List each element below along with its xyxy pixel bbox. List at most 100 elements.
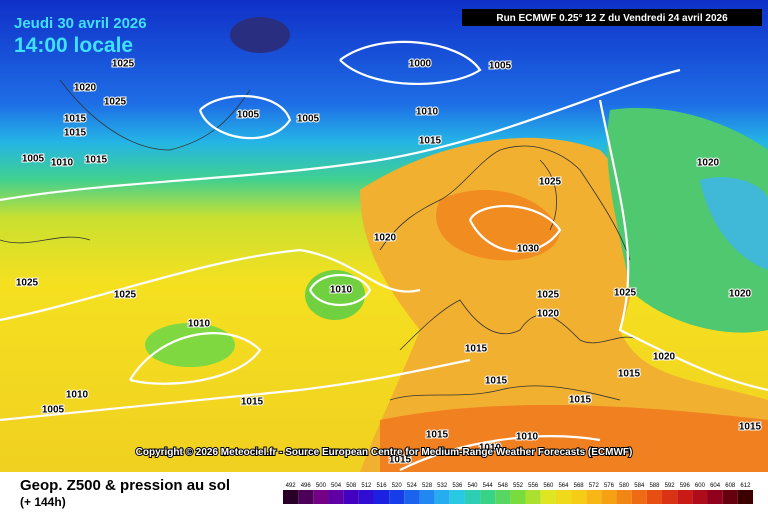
scale-label: 524 <box>407 483 418 489</box>
scale-label: 516 <box>377 483 388 489</box>
scale-swatch <box>404 490 420 504</box>
run-box <box>462 9 762 26</box>
deep-low <box>230 17 290 53</box>
scale-label: 528 <box>422 483 433 489</box>
forecast-date: Jeudi 30 avril 2026 <box>14 15 147 32</box>
isobar-label: 1025 <box>537 290 560 301</box>
scale-swatch <box>464 490 481 504</box>
scale-label: 560 <box>543 483 554 489</box>
isobar-label: 1020 <box>697 158 720 169</box>
scale-label: 608 <box>725 483 736 489</box>
scale-swatch <box>662 490 678 504</box>
scale-swatch <box>677 490 693 504</box>
scale-swatch <box>495 490 511 504</box>
scale-label: 496 <box>301 483 312 489</box>
isobar-label: 1010 <box>330 285 353 296</box>
isobar-label: 1015 <box>569 395 592 406</box>
hot-region <box>380 405 768 472</box>
scale-label: 604 <box>710 483 721 489</box>
scale-swatch <box>358 490 374 504</box>
isobar-label: 1015 <box>241 397 264 408</box>
warm-core <box>436 190 560 261</box>
isobar-label: 1015 <box>419 136 442 147</box>
run-info: Run ECMWF 0.25° 12 Z du Vendredi 24 avri… <box>496 13 728 24</box>
scale-label: 564 <box>558 483 569 489</box>
forecast-lead: (+ 144h) <box>20 495 66 509</box>
isobar-label: 1010 <box>188 319 211 330</box>
isobar-label: 1025 <box>112 59 135 70</box>
isobar-line <box>0 40 768 471</box>
scale-swatch <box>313 490 329 504</box>
scale-label: 556 <box>528 483 539 489</box>
scale-swatch <box>707 490 723 504</box>
scale-swatch <box>373 490 390 504</box>
isobar-label: 1010 <box>479 443 502 454</box>
copyright: Copyright © 2026 Meteociel.fr - Source E… <box>136 447 633 458</box>
scale-label: 552 <box>513 483 524 489</box>
scale-label: 600 <box>695 483 706 489</box>
scale-swatch <box>510 490 526 504</box>
scale-swatch <box>631 490 647 504</box>
scale-swatch <box>586 490 602 504</box>
scale-swatch <box>646 490 663 504</box>
scale-label: 576 <box>604 483 615 489</box>
scale-swatch <box>722 490 738 504</box>
scale-label: 508 <box>346 483 357 489</box>
isobar-label: 1015 <box>64 128 87 139</box>
scale-swatch <box>601 490 617 504</box>
isobar-label: 1000 <box>409 59 432 70</box>
scale-label: 492 <box>286 483 297 489</box>
scale-swatch <box>525 490 541 504</box>
isobar-label: 1015 <box>389 455 412 466</box>
scale-label: 588 <box>649 483 660 489</box>
isobar-label: 1020 <box>537 309 560 320</box>
isobar-label: 1010 <box>51 158 74 169</box>
isobar-label: 1005 <box>22 154 45 165</box>
low-area <box>305 270 365 320</box>
isobar-label: 1015 <box>85 155 108 166</box>
isobar-label: 1010 <box>66 390 89 401</box>
scale-label: 612 <box>740 483 751 489</box>
isobar-label: 1025 <box>614 288 637 299</box>
isobar-label: 1025 <box>16 278 39 289</box>
scale-label: 584 <box>634 483 645 489</box>
scale-label: 536 <box>452 483 463 489</box>
scale-swatch <box>343 490 359 504</box>
scale-label: 568 <box>574 483 585 489</box>
scale-swatch <box>555 490 572 504</box>
isobar-label: 1015 <box>426 430 449 441</box>
isobar-label: 1005 <box>42 405 65 416</box>
isobar-label: 1025 <box>114 290 137 301</box>
isobar-label: 1030 <box>517 244 540 255</box>
isobar-label: 1020 <box>374 233 397 244</box>
scale-swatch <box>449 490 465 504</box>
scale-swatch <box>434 490 450 504</box>
forecast-time: 14:00 locale <box>14 34 133 57</box>
scale-swatch <box>298 490 314 504</box>
scale-swatch <box>692 490 708 504</box>
scale-swatch <box>328 490 344 504</box>
isobar-label: 1020 <box>74 83 97 94</box>
scale-swatch <box>419 490 435 504</box>
scale-label: 500 <box>316 483 327 489</box>
scale-label: 520 <box>392 483 403 489</box>
isobar-label: 1015 <box>465 344 488 355</box>
isobar-label: 1015 <box>485 376 508 387</box>
scale-label: 592 <box>665 483 676 489</box>
scale-swatch <box>571 490 587 504</box>
scale-swatch <box>737 490 753 504</box>
scale-label: 512 <box>361 483 372 489</box>
scale-label: 532 <box>437 483 448 489</box>
cold-region <box>700 177 768 270</box>
isobar-label: 1005 <box>237 110 260 121</box>
scale-label: 572 <box>589 483 600 489</box>
scale-swatch <box>540 490 556 504</box>
scale-swatch <box>616 490 632 504</box>
isobar-label: 1015 <box>739 422 762 433</box>
isobar-label: 1020 <box>729 289 752 300</box>
scale-swatch <box>283 490 299 504</box>
scale-label: 580 <box>619 483 630 489</box>
scale-label: 596 <box>680 483 691 489</box>
scale-label: 504 <box>331 483 342 489</box>
